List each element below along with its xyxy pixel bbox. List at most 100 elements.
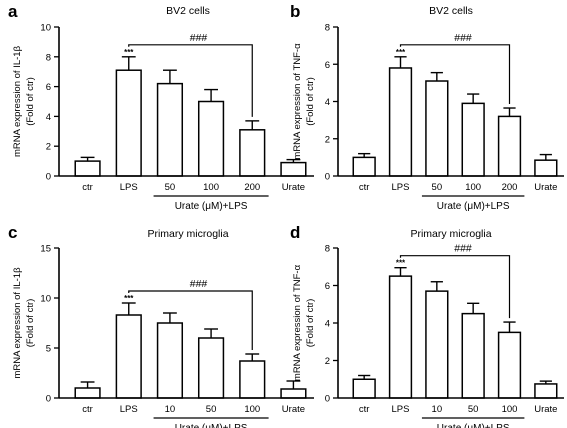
panel-d: d Primary microglia 0 2 4 6 8 mRNA expression o… — [290, 223, 564, 428]
bar-Urate — [534, 383, 558, 399]
y-axis-label-unit: (Fold of ctr) — [305, 299, 316, 348]
x-tick-label: LPS — [120, 404, 138, 415]
bar-50 — [197, 337, 225, 399]
x-tick-label: ctr — [359, 182, 370, 193]
x-tick-label: 200 — [502, 182, 518, 193]
y-tick-label: 15 — [40, 244, 51, 255]
x-axis-label: Urate (μM)+LPS — [437, 201, 510, 212]
x-tick-label: Urate — [282, 182, 305, 193]
bar-LPS — [388, 275, 413, 399]
bar-ctr — [74, 387, 101, 399]
y-tick-label: 0 — [46, 172, 51, 183]
panel-letter-d: d — [290, 223, 300, 242]
x-tick-label: 50 — [468, 404, 479, 415]
bar-200 — [497, 115, 522, 177]
x-tick-label: 10 — [165, 404, 176, 415]
y-tick-label: 2 — [325, 134, 330, 145]
y-tick-label: 5 — [46, 344, 51, 355]
x-tick-label: 100 — [244, 404, 260, 415]
panel-c: c Primary microglia 0 5 10 15 mRNA expression … — [8, 223, 314, 428]
y-tick-label: 4 — [325, 319, 330, 330]
bar-LPS — [388, 67, 413, 177]
y-tick-label: 4 — [46, 112, 51, 123]
y-axis-label: mRNA expression of TNF-α — [292, 43, 303, 160]
significance-stars: *** — [396, 48, 406, 57]
significance-stars: *** — [124, 48, 134, 57]
y-tick-label: 0 — [46, 394, 51, 405]
bar-ctr — [352, 378, 376, 399]
y-tick-label: 6 — [46, 82, 51, 93]
bar-LPS — [115, 314, 142, 399]
y-tick-label: 6 — [325, 60, 330, 71]
x-tick-label: 10 — [432, 404, 443, 415]
bar-200 — [239, 129, 266, 177]
bar-50 — [425, 80, 449, 177]
x-tick-label: Urate — [534, 182, 557, 193]
x-tick-label: ctr — [82, 182, 93, 193]
significance-label: ### — [454, 243, 472, 255]
bar-ctr — [74, 160, 101, 177]
x-tick-label: ctr — [359, 404, 370, 415]
significance-label: ### — [190, 32, 208, 44]
x-tick-label: ctr — [82, 404, 93, 415]
significance-stars: *** — [396, 259, 406, 268]
x-tick-label: LPS — [392, 404, 410, 415]
y-tick-label: 6 — [325, 281, 330, 292]
chart-title: Primary microglia — [147, 228, 228, 240]
x-tick-label: LPS — [120, 182, 138, 193]
bar-100 — [239, 360, 266, 399]
x-tick-label: 100 — [203, 182, 219, 193]
y-tick-label: 2 — [46, 142, 51, 153]
x-tick-label: LPS — [392, 182, 410, 193]
x-tick-label: 50 — [432, 182, 443, 193]
x-tick-label: Urate — [534, 404, 557, 415]
bar-Urate — [534, 159, 558, 177]
significance-bracket — [399, 44, 511, 105]
significance-bracket — [128, 290, 253, 350]
x-axis-label: Urate (μM)+LPS — [175, 201, 248, 212]
y-tick-label: 2 — [325, 356, 330, 367]
x-axis-label: Urate (μM)+LPS — [437, 423, 510, 428]
y-tick-label: 10 — [40, 23, 51, 34]
bar-10 — [425, 290, 449, 399]
x-tick-label: 50 — [165, 182, 176, 193]
bar-50 — [461, 312, 485, 399]
panel-letter-a: a — [8, 2, 18, 21]
y-axis-label: mRNA expression of IL-1β — [12, 267, 23, 379]
y-tick-label: 8 — [46, 52, 51, 63]
bar-LPS — [115, 69, 142, 177]
y-tick-label: 8 — [325, 23, 330, 34]
y-axis-label-unit: (Fold of ctr) — [305, 77, 316, 126]
bar-Urate — [280, 161, 307, 177]
bar-100 — [497, 331, 522, 399]
y-axis-label-unit: (Fold of ctr) — [25, 77, 36, 126]
bar-ctr — [352, 156, 376, 177]
x-tick-label: 200 — [244, 182, 260, 193]
y-axis-label: mRNA expression of IL-1β — [12, 45, 23, 157]
x-tick-label: Urate — [282, 404, 305, 415]
y-axis-label: mRNA expression of TNF-α — [292, 264, 303, 381]
y-tick-label: 8 — [325, 244, 330, 255]
y-tick-label: 0 — [325, 172, 330, 183]
y-tick-label: 0 — [325, 394, 330, 405]
chart-title: Primary microglia — [410, 228, 491, 240]
bar-100 — [461, 102, 485, 177]
panel-a: a BV2 cells 0 2 4 6 8 10 mRNA expression of IL-1… — [8, 2, 314, 212]
y-tick-label: 4 — [325, 97, 330, 108]
panel-b: b BV2 cells 0 2 4 6 8 mRNA expression of TNF-α(… — [290, 2, 564, 212]
x-tick-label: 100 — [465, 182, 481, 193]
bar-100 — [197, 100, 225, 177]
bar-Urate — [280, 388, 307, 399]
significance-stars: *** — [124, 294, 134, 303]
x-tick-label: 100 — [502, 404, 518, 415]
x-tick-label: 50 — [206, 404, 217, 415]
significance-bracket — [128, 44, 253, 117]
y-tick-label: 10 — [40, 294, 51, 305]
significance-bracket — [399, 255, 511, 319]
y-axis-label-unit: (Fold of ctr) — [25, 299, 36, 348]
bar-10 — [156, 322, 184, 399]
x-axis-label: Urate (μM)+LPS — [175, 423, 248, 428]
chart-title: BV2 cells — [166, 5, 210, 17]
bar-50 — [156, 82, 184, 177]
